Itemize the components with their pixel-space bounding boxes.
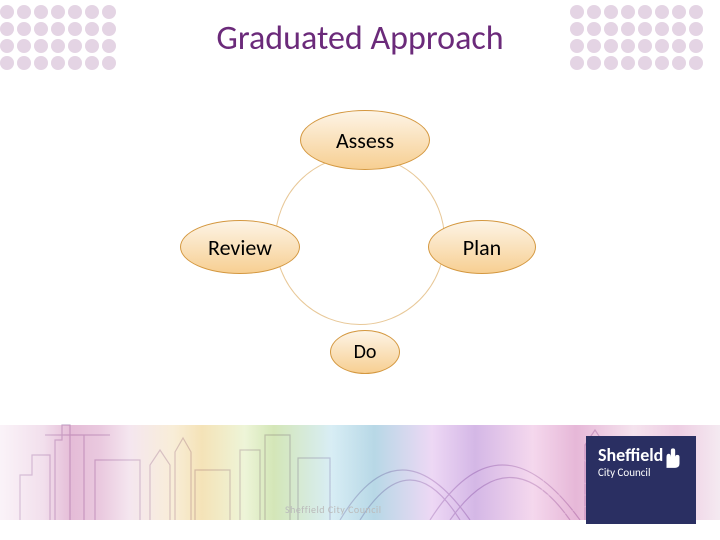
logo-hand-icon [660, 444, 686, 470]
cycle-ring [275, 155, 445, 325]
decor-dot [638, 5, 652, 19]
cycle-node-label: Review [208, 234, 272, 261]
cycle-node-plan: Plan [428, 220, 536, 274]
skyline-watermark: Sheffield City Council [285, 503, 382, 516]
decor-dot [587, 5, 601, 19]
decor-dot [0, 5, 14, 19]
sheffield-logo: Sheffield City Council [586, 436, 696, 524]
decor-dot [34, 5, 48, 19]
decor-dot [68, 5, 82, 19]
cycle-node-label: Plan [463, 234, 502, 261]
decor-dot [51, 5, 65, 19]
decor-dot [604, 5, 618, 19]
cycle-node-label: Do [354, 340, 377, 364]
decor-dot [689, 5, 703, 19]
cycle-diagram: Assess Plan Do Review [180, 110, 540, 410]
cycle-node-label: Assess [336, 127, 394, 154]
decor-dot [570, 5, 584, 19]
decor-dot [85, 5, 99, 19]
decor-dot [621, 5, 635, 19]
cycle-node-do: Do [330, 330, 400, 374]
decor-dot [672, 5, 686, 19]
page-title: Graduated Approach [0, 18, 720, 59]
decor-dot [102, 5, 116, 19]
cycle-node-review: Review [180, 220, 300, 274]
cycle-node-assess: Assess [300, 110, 430, 170]
decor-dot [17, 5, 31, 19]
title-text: Graduated Approach [216, 18, 503, 59]
decor-dot [655, 5, 669, 19]
